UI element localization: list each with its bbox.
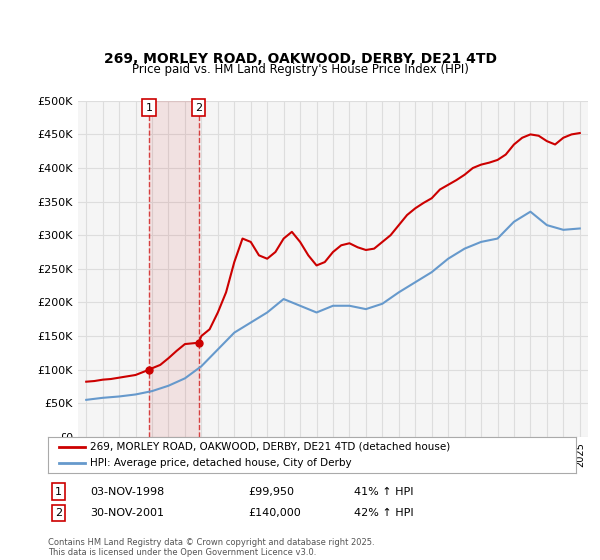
Text: 2: 2 (55, 508, 62, 518)
Text: 269, MORLEY ROAD, OAKWOOD, DERBY, DE21 4TD: 269, MORLEY ROAD, OAKWOOD, DERBY, DE21 4… (104, 52, 497, 66)
Text: 2: 2 (195, 102, 202, 113)
Text: 41% ↑ HPI: 41% ↑ HPI (354, 487, 414, 497)
Text: 03-NOV-1998: 03-NOV-1998 (90, 487, 164, 497)
Text: 30-NOV-2001: 30-NOV-2001 (90, 508, 164, 518)
Text: 1: 1 (146, 102, 153, 113)
Text: 269, MORLEY ROAD, OAKWOOD, DERBY, DE21 4TD (detached house): 269, MORLEY ROAD, OAKWOOD, DERBY, DE21 4… (90, 442, 451, 452)
Bar (149, 101, 199, 437)
Text: £140,000: £140,000 (248, 508, 301, 518)
Text: £99,950: £99,950 (248, 487, 295, 497)
Text: Price paid vs. HM Land Registry's House Price Index (HPI): Price paid vs. HM Land Registry's House … (131, 63, 469, 77)
Text: 42% ↑ HPI: 42% ↑ HPI (354, 508, 414, 518)
Text: 1: 1 (55, 487, 62, 497)
Text: Contains HM Land Registry data © Crown copyright and database right 2025.
This d: Contains HM Land Registry data © Crown c… (48, 538, 374, 557)
Text: HPI: Average price, detached house, City of Derby: HPI: Average price, detached house, City… (90, 458, 352, 468)
